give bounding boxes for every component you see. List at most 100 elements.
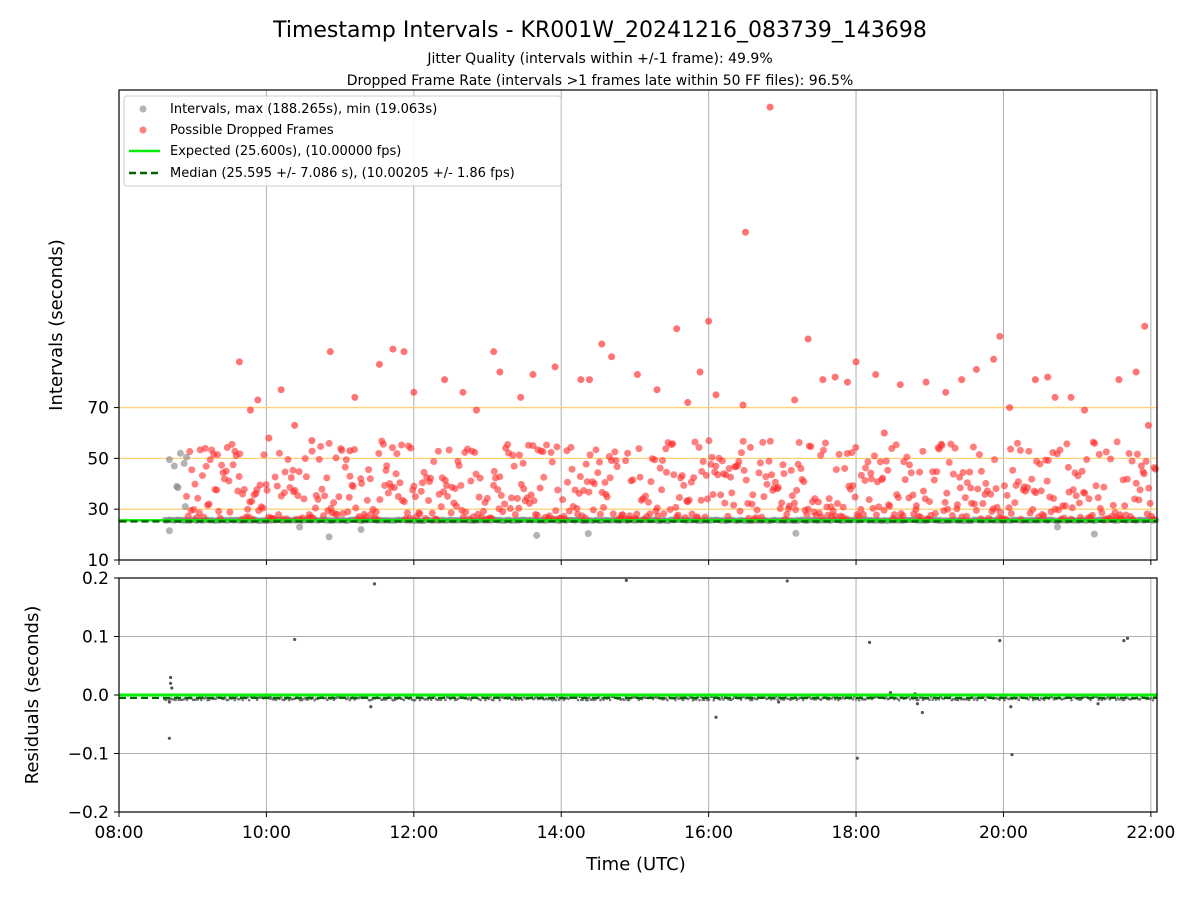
dropped-frame-point: [917, 513, 925, 521]
residuals-y-ticks: −0.2 −0.1 0.0 0.1 0.2: [68, 569, 119, 823]
dropped-frame-point: [403, 509, 411, 517]
dropped-frame-point: [783, 510, 791, 518]
interval-point: [1053, 523, 1061, 531]
dropped-frame-point: [416, 510, 424, 518]
dropped-frame-point: [872, 371, 880, 379]
dropped-frame-point: [490, 348, 498, 356]
dropped-frame-point: [565, 507, 573, 515]
dropped-frame-point: [848, 449, 856, 457]
dropped-frame-point: [919, 487, 927, 495]
dropped-frame-point: [302, 473, 310, 481]
residual-point: [830, 697, 834, 700]
dropped-frame-point: [635, 445, 643, 453]
interval-point: [174, 484, 182, 492]
dropped-frame-point: [213, 486, 221, 494]
dropped-frame-point: [880, 506, 888, 514]
intervals-x-ticks: [118, 560, 1152, 565]
dropped-frame-point: [852, 358, 860, 366]
residual-point: [274, 698, 278, 702]
dropped-frame-point: [647, 478, 655, 486]
dropped-frame-point: [956, 473, 964, 481]
dropped-frame-point: [475, 493, 483, 501]
dropped-frame-point: [441, 376, 449, 384]
dropped-frame-point: [1000, 482, 1008, 490]
dropped-frame-point: [186, 448, 194, 456]
dropped-frame-point: [563, 478, 571, 486]
dropped-frame-point: [277, 386, 285, 394]
x-tick-label: 18:00: [832, 823, 881, 843]
dropped-frame-point: [338, 446, 346, 454]
interval-point: [1090, 530, 1098, 538]
dropped-frame-point: [1014, 478, 1022, 486]
dropped-frame-point: [1102, 448, 1110, 456]
dropped-frame-point: [966, 468, 974, 476]
dropped-frame-point: [654, 512, 662, 520]
dropped-frame-point: [455, 462, 463, 470]
dropped-frame-point: [865, 496, 873, 504]
dropped-frame-point: [1076, 513, 1084, 521]
dropped-frame-point: [870, 452, 878, 460]
residual-point: [1125, 636, 1130, 640]
residual-point: [731, 697, 735, 701]
dropped-frame-point: [195, 509, 203, 517]
dropped-frame-point: [709, 491, 717, 499]
y-tick-label: −0.1: [68, 745, 109, 765]
dropped-frame-point: [590, 480, 598, 488]
dropped-frame-point: [953, 501, 961, 509]
residual-point: [674, 698, 677, 702]
dropped-frame-point: [658, 486, 666, 494]
y-tick-label: 0.2: [82, 569, 109, 589]
dropped-frame-point: [880, 429, 888, 437]
intervals-y-ticks: 10 30 50 70: [87, 399, 119, 571]
dropped-frame-point: [517, 393, 525, 401]
dropped-frame-point: [653, 386, 661, 394]
dropped-frame-point: [235, 473, 243, 481]
dropped-frame-point: [821, 439, 829, 447]
dropped-frame-point: [851, 493, 859, 501]
dropped-frame-point: [392, 470, 400, 478]
dropped-frame-point: [919, 447, 927, 455]
dropped-frame-point: [763, 480, 771, 488]
dropped-frame-point: [596, 510, 604, 518]
dropped-frame-point: [714, 471, 722, 479]
residual-point: [1089, 698, 1092, 702]
residual-point: [712, 698, 716, 702]
dropped-frame-point: [730, 501, 738, 509]
dropped-frame-point: [480, 507, 488, 515]
dropped-frame-point: [190, 506, 198, 514]
residual-point: [897, 698, 901, 702]
dropped-frame-point: [990, 355, 998, 363]
dropped-frame-point: [849, 482, 857, 490]
dropped-frame-point: [925, 498, 933, 506]
dropped-frame-point: [905, 461, 913, 469]
dropped-frame-point: [943, 489, 951, 497]
dropped-frame-point: [390, 484, 398, 492]
residual-point: [1038, 698, 1041, 702]
dropped-frame-point: [724, 512, 732, 520]
dropped-frame-point: [201, 444, 209, 452]
dropped-frame-point: [646, 510, 654, 518]
residual-point: [750, 698, 754, 702]
dropped-frame-point: [333, 511, 341, 519]
residuals-reference-lines: [119, 693, 1157, 700]
dropped-frame-point: [346, 472, 354, 480]
dropped-frame-point: [344, 508, 352, 516]
dropped-frame-point: [191, 480, 199, 488]
dropped-frame-point: [600, 503, 608, 511]
dropped-frame-point: [271, 473, 279, 481]
dropped-frame-point: [890, 511, 898, 519]
residual-point: [279, 696, 283, 699]
dropped-frame-point: [633, 510, 641, 518]
dropped-frame-point: [696, 368, 704, 376]
dropped-frame-point: [529, 371, 537, 379]
dropped-frame-point: [721, 499, 729, 507]
dropped-frame-point: [884, 466, 892, 474]
dropped-frame-point: [1056, 446, 1064, 454]
dropped-frame-point: [533, 511, 541, 519]
dropped-frame-point: [240, 485, 248, 493]
dropped-frame-point: [363, 496, 371, 504]
dropped-frame-point: [496, 473, 504, 481]
dropped-frame-point: [1137, 462, 1145, 470]
dropped-frame-point: [273, 482, 281, 490]
dropped-frame-point: [660, 510, 668, 518]
